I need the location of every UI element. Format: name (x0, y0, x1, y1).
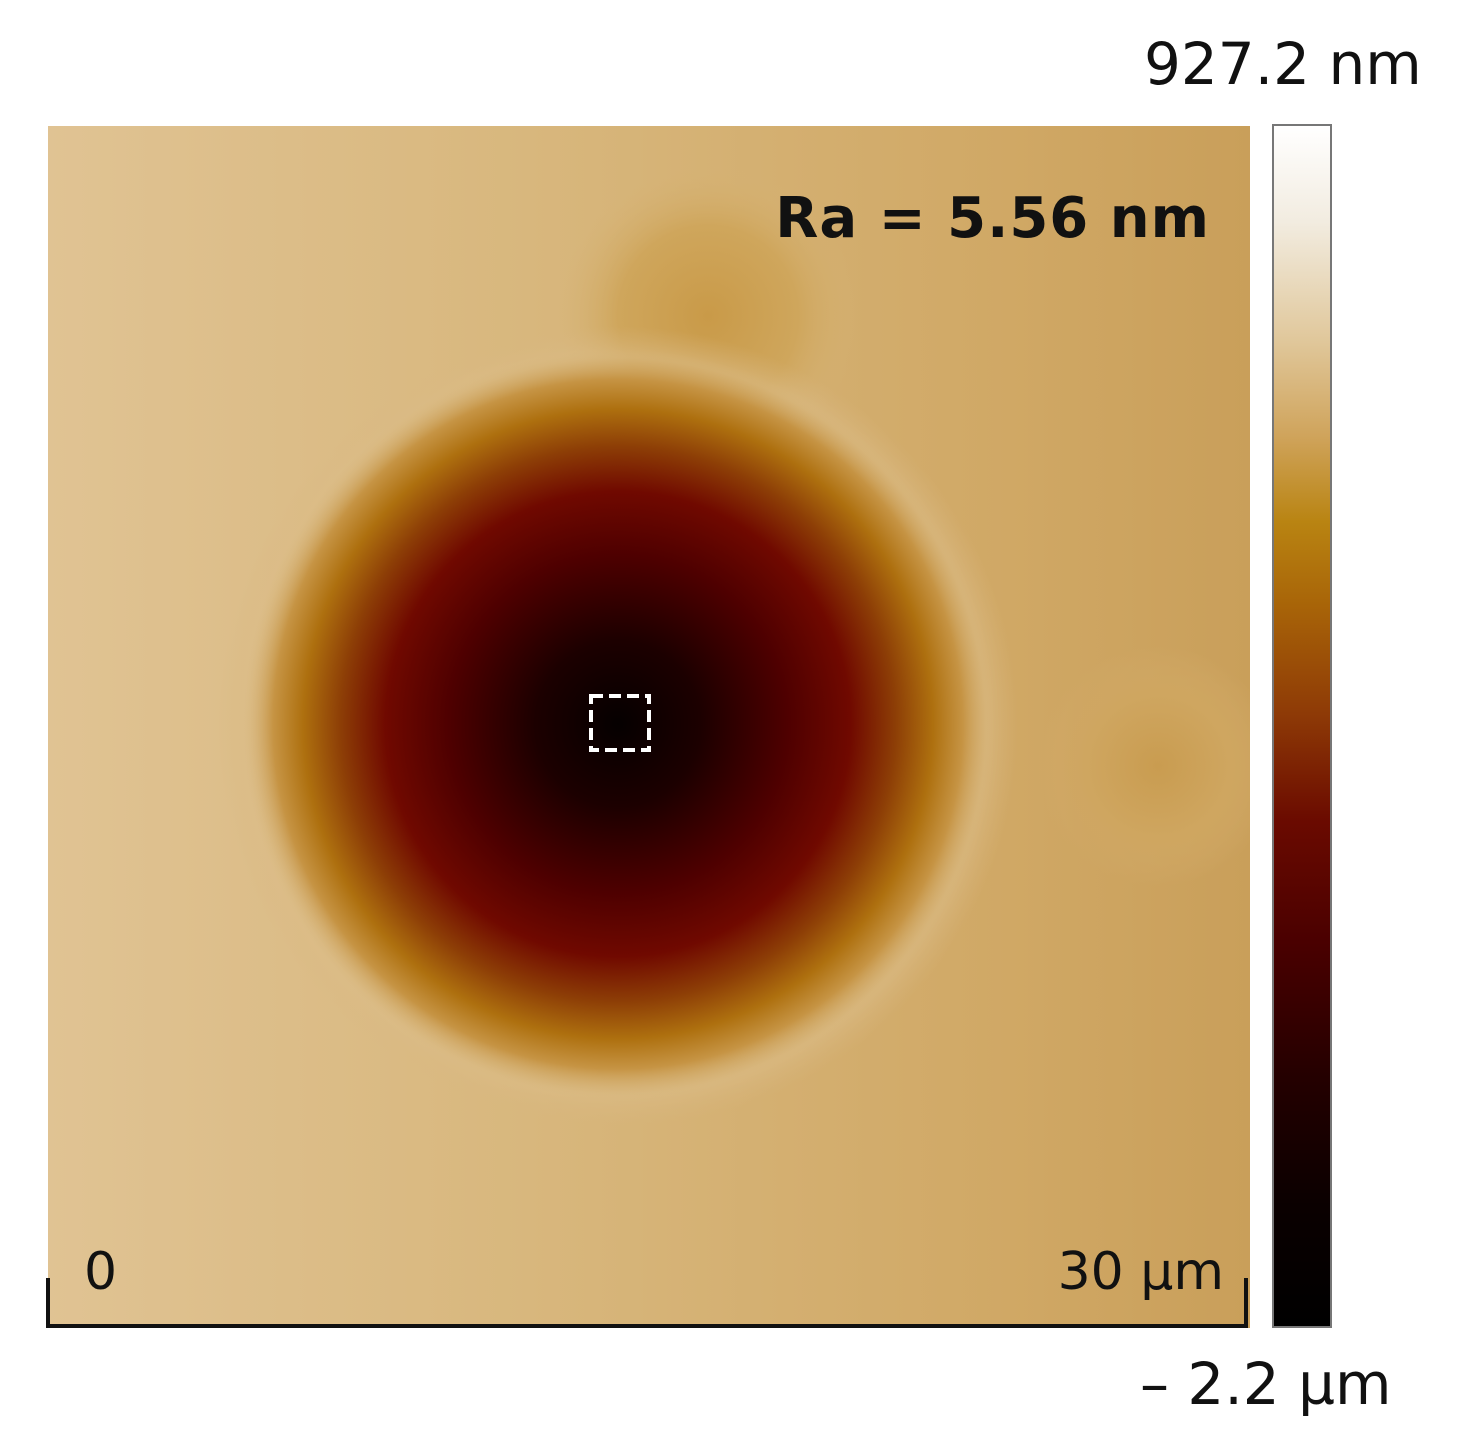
scale-start-label: 0 (84, 1242, 118, 1302)
scale-bar (46, 1278, 1248, 1328)
height-colorbar (1272, 124, 1332, 1328)
colorbar-max-label: 927.2 nm (1144, 30, 1422, 98)
afm-height-map: Ra = 5.56 nm 0 30 µm (48, 126, 1250, 1328)
scale-end-label: 30 µm (1057, 1242, 1224, 1302)
right-bump (1038, 646, 1250, 886)
roughness-label: Ra = 5.56 nm (775, 186, 1210, 251)
crater-image (218, 166, 1250, 1126)
colorbar-min-label: – 2.2 µm (1140, 1350, 1392, 1418)
selection-box (589, 694, 651, 752)
crater (243, 349, 993, 1099)
